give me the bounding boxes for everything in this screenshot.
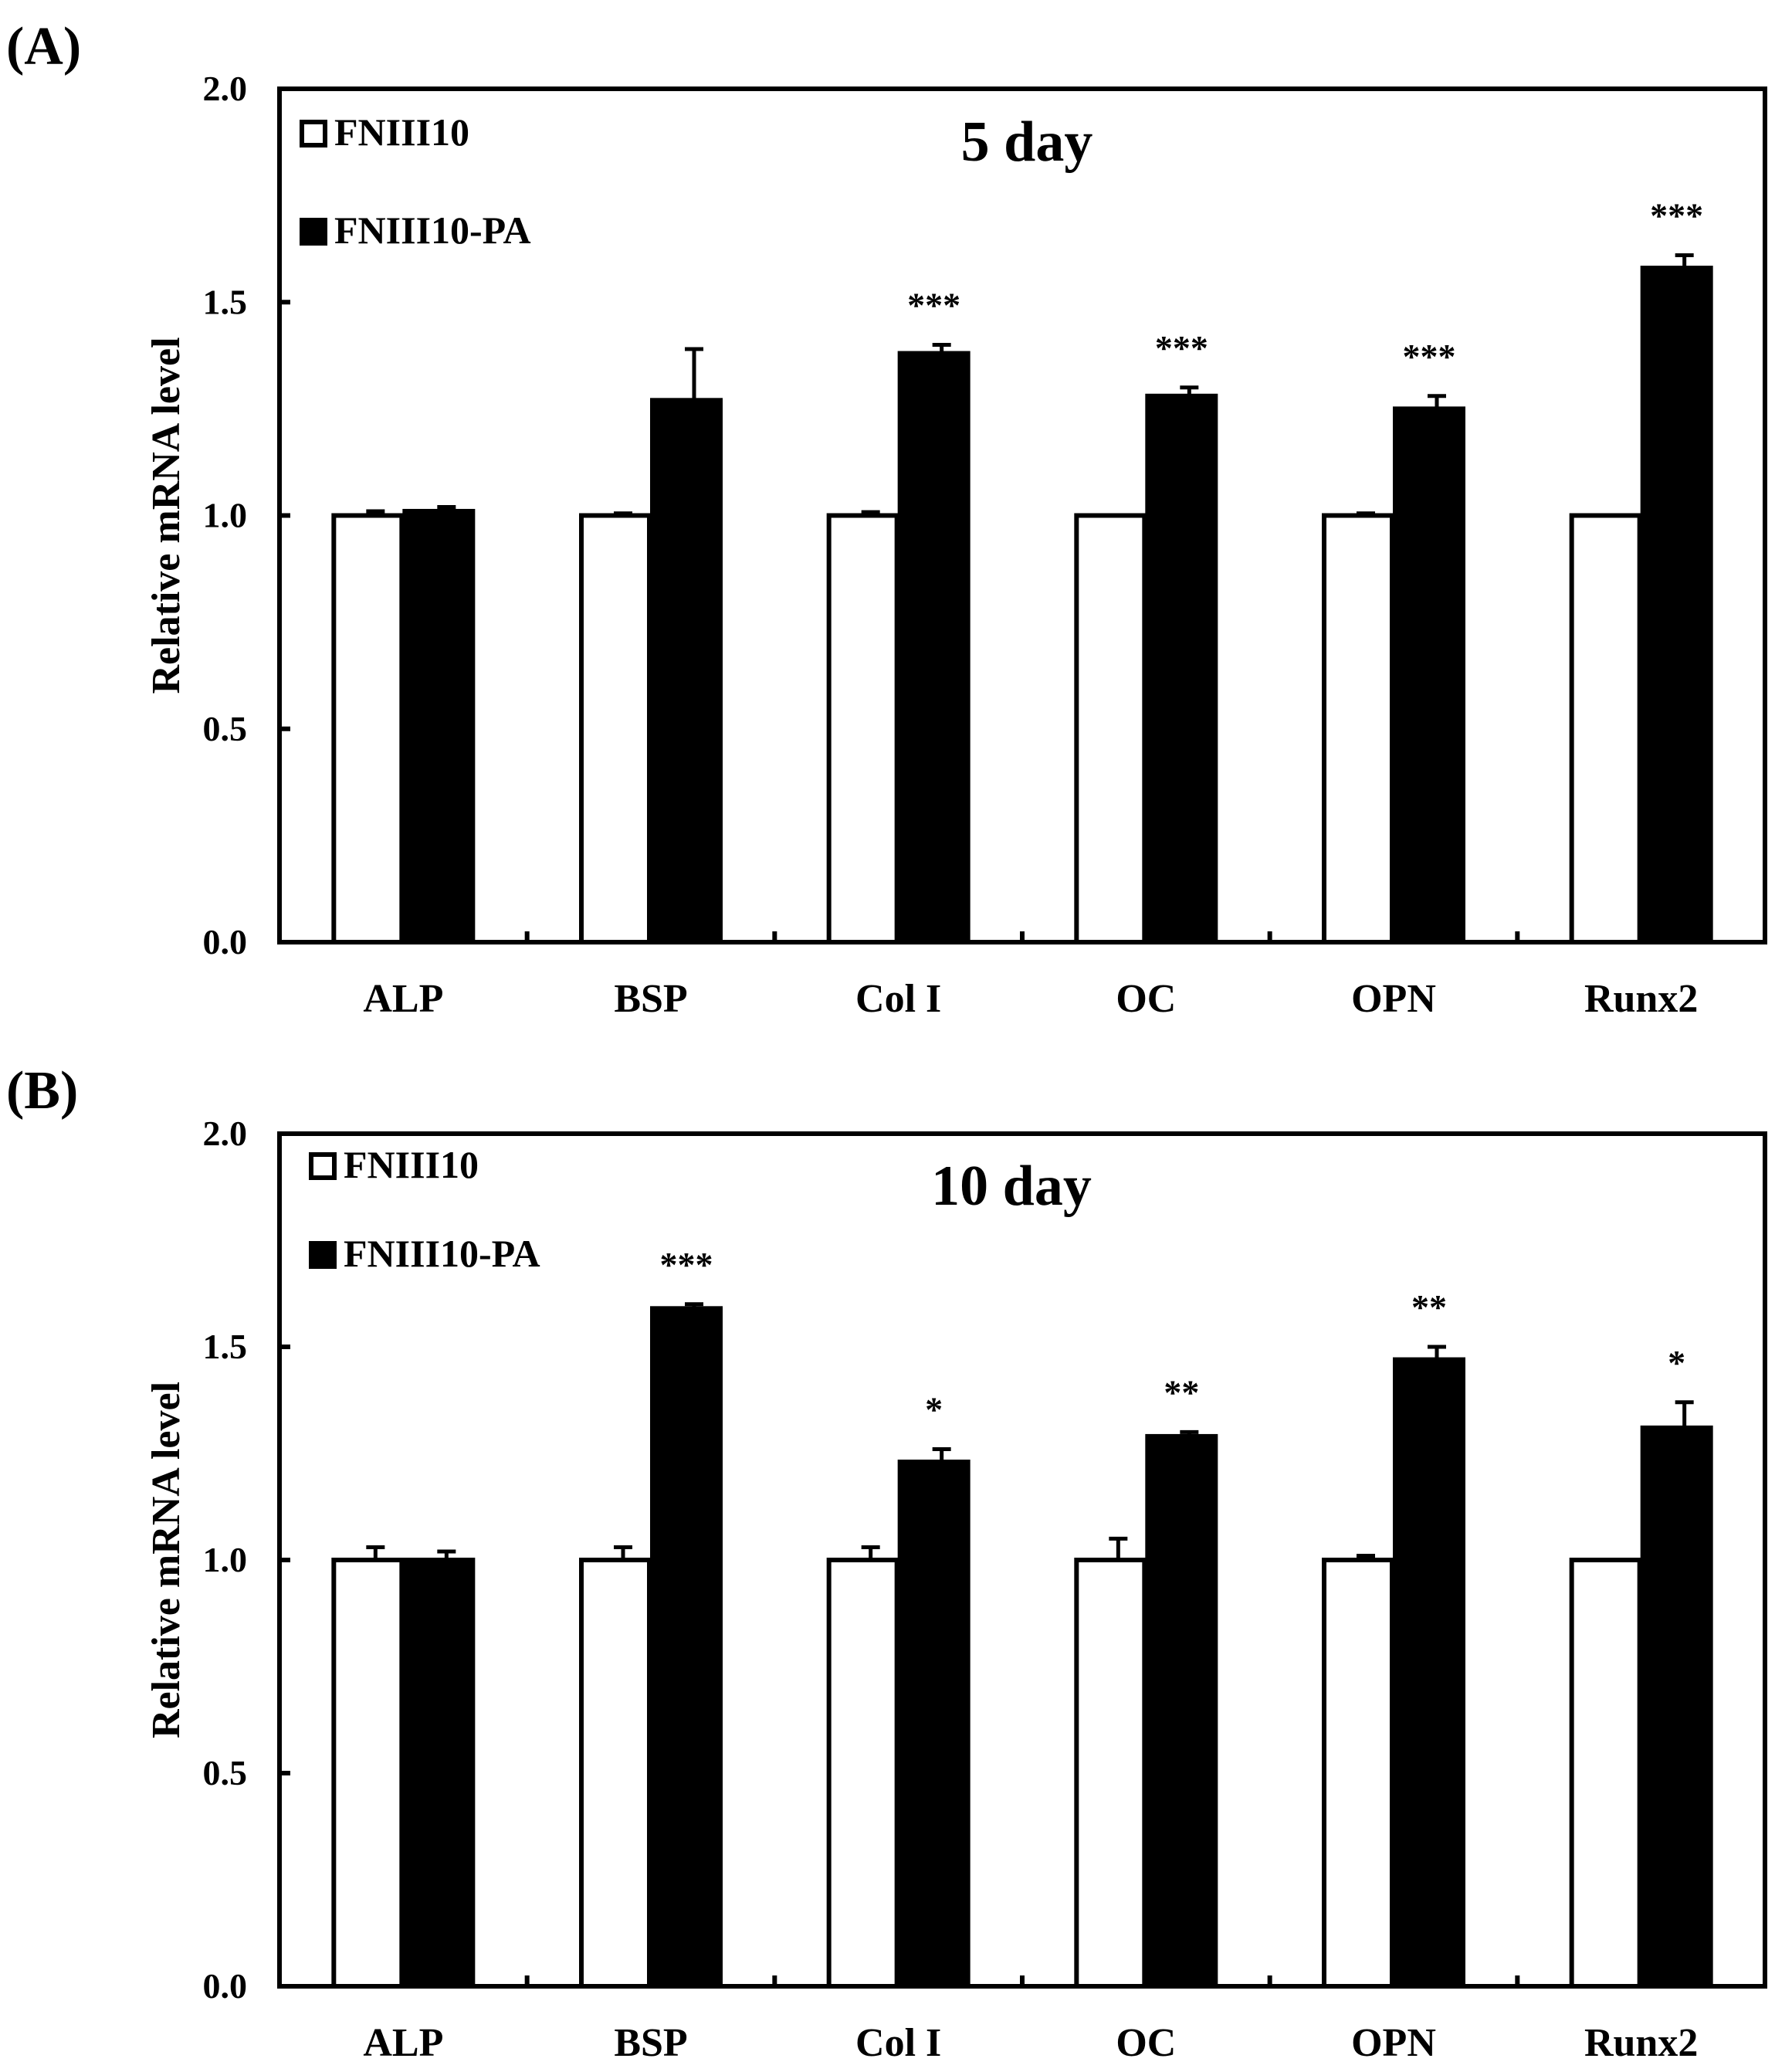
significance-marker: * [925, 1389, 943, 1429]
bar [897, 351, 970, 944]
y-tick-label: 0.5 [203, 709, 248, 748]
category-label: ALP [363, 977, 443, 1021]
chart-title: 5 day [961, 110, 1093, 174]
panel-b: (B) 0.0 0.5 1.0 1.5 2.0 Relative mRNA level ALP… [6, 1061, 1767, 2065]
y-axis-label: Relative mRNA level [144, 337, 188, 693]
y-tick-label: 0.0 [203, 922, 248, 961]
category-label: OC [1116, 977, 1176, 1021]
significance-marker: *** [1155, 328, 1208, 368]
significance-marker: ** [1164, 1372, 1199, 1412]
bar [579, 1558, 652, 1989]
bar [1393, 1357, 1465, 1989]
bar [1569, 1558, 1642, 1989]
category-label: Col I [855, 977, 941, 1021]
significance-marker: * [1668, 1343, 1685, 1382]
category-label: Col I [855, 2021, 941, 2065]
bar [1640, 1425, 1713, 1989]
panel-label: (B) [6, 1061, 78, 1121]
category-label: BSP [614, 977, 687, 1021]
bar [1074, 513, 1147, 944]
plot-frame [277, 1131, 1767, 1989]
y-tick-label: 1.0 [203, 496, 248, 535]
y-tick-label: 1.5 [203, 1327, 248, 1366]
significance-marker: ** [1411, 1287, 1447, 1327]
bar [1145, 393, 1218, 944]
bar [1640, 266, 1713, 944]
y-tick-label: 1.0 [203, 1540, 248, 1579]
bar [402, 1558, 476, 1989]
y-tick-label: 0.0 [203, 1966, 248, 2006]
bar [1393, 406, 1465, 944]
bar [1322, 1558, 1394, 1989]
bar [1145, 1433, 1218, 1989]
significance-marker: *** [660, 1245, 713, 1284]
bar [826, 513, 899, 944]
bar [1322, 513, 1394, 944]
bar [650, 1306, 723, 1989]
y-tick-label: 0.5 [203, 1753, 248, 1792]
bar [650, 398, 723, 944]
legend-swatch [309, 1152, 337, 1180]
category-label: ALP [363, 2021, 443, 2065]
category-label: Runx2 [1584, 977, 1698, 1021]
bar [331, 513, 405, 944]
bar [331, 1558, 405, 1989]
y-tick-label: 2.0 [203, 1114, 248, 1153]
significance-marker: *** [907, 286, 960, 325]
legend-label: FNIII10 [344, 1143, 479, 1186]
category-label: OPN [1351, 2021, 1436, 2065]
bar [579, 513, 652, 944]
category-label: Runx2 [1584, 2021, 1698, 2065]
y-tick-label: 1.5 [203, 282, 248, 321]
panel-label: (A) [6, 17, 81, 76]
y-axis-label: Relative mRNA level [144, 1382, 188, 1738]
legend-label: FNIII10 [334, 110, 469, 154]
bar [1569, 513, 1642, 944]
legend-swatch [309, 1241, 337, 1269]
legend-label: FNIII10-PA [344, 1232, 540, 1275]
legend-swatch [300, 120, 327, 148]
bar [897, 1460, 970, 1989]
legend-label: FNIII10-PA [334, 209, 531, 252]
y-tick-label: 2.0 [203, 69, 248, 108]
chart-title: 10 day [931, 1155, 1092, 1218]
bar [402, 508, 476, 944]
bar [1074, 1558, 1147, 1989]
panel-a: (A) 0.0 0.5 1.0 1.5 2.0 Relative mRNA level ALP… [6, 17, 1767, 1021]
significance-marker: *** [1403, 337, 1456, 376]
category-label: OC [1116, 2021, 1176, 2065]
plot-frame [277, 86, 1767, 944]
significance-marker: *** [1650, 195, 1703, 235]
category-label: BSP [614, 2021, 687, 2065]
category-label: OPN [1351, 977, 1436, 1021]
legend-swatch [300, 218, 327, 246]
bar [826, 1558, 899, 1989]
